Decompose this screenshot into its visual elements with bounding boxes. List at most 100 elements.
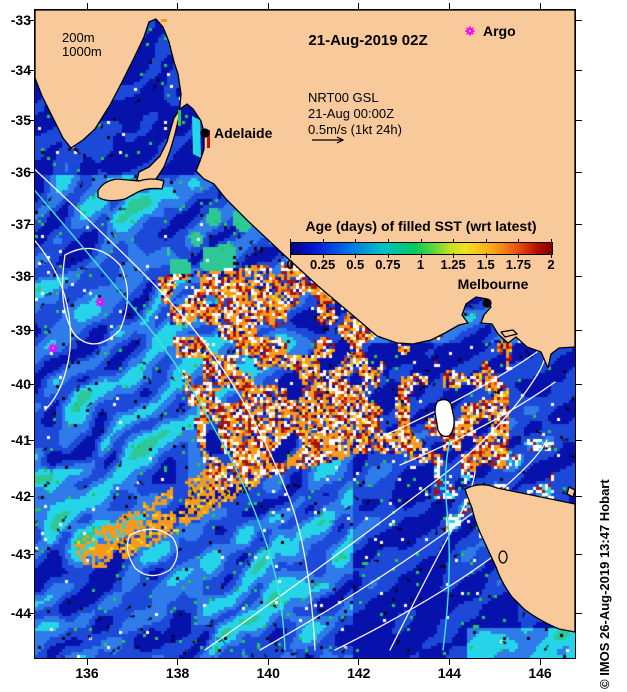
velocity-scale-arrow (312, 136, 345, 144)
y-tick-left (28, 19, 35, 21)
phillip-island (500, 329, 518, 338)
tasmania (464, 484, 575, 633)
y-tick-label: -43 (10, 546, 31, 562)
map-title: 21-Aug-2019 02Z (308, 32, 428, 49)
kangaroo-island (97, 178, 165, 202)
colorbar-tick-label: 1.75 (505, 257, 532, 272)
y-tick-right (575, 69, 582, 71)
colorbar-tick-label: 1.5 (476, 257, 495, 272)
colorbar-tick-mark (322, 239, 324, 243)
argo-float-marker (94, 296, 106, 308)
y-tick-right (575, 553, 582, 555)
colorbar-tick-mark (453, 239, 455, 243)
y-tick-left (28, 383, 35, 385)
colorbar-tick-mark (518, 253, 520, 258)
argo-legend-label: Argo (483, 23, 516, 39)
y-tick-right (575, 329, 582, 331)
adelaide-dot (200, 128, 210, 138)
colorbar-tick-label: 2 (547, 257, 555, 272)
hunter-island (498, 550, 508, 564)
colorbar-tick-mark (453, 253, 455, 258)
x-tick-top (177, 3, 179, 10)
y-tick-right (575, 612, 582, 614)
x-tick-label: 138 (165, 665, 190, 681)
y-tick-left (28, 612, 35, 614)
x-tick-label: 146 (528, 665, 552, 681)
colorbar-tick-mark (355, 253, 357, 258)
colorbar-tick-mark (420, 253, 422, 258)
isobath-1000m-label: 1000m (62, 44, 102, 59)
y-tick-right (575, 439, 582, 441)
colorbar-tick-mark (387, 239, 389, 243)
map-overlay (35, 10, 575, 651)
colorbar-tick-mark (485, 239, 487, 243)
colorbar-title: Age (days) of filled SST (wrt latest) (305, 218, 537, 234)
gsl-info-block: NRT00 GSL 21-Aug 00:00Z 0.5m/s (1kt 24h) (308, 90, 402, 138)
y-tick-right (575, 119, 582, 121)
city-label-melbourne: Melbourne (457, 276, 529, 292)
colorbar-tick-mark (355, 239, 357, 243)
colorbar-tick-mark (551, 239, 552, 243)
y-tick-left (28, 329, 35, 331)
y-tick-right (575, 223, 582, 225)
coastal-details (161, 19, 210, 148)
y-tick-label: -37 (10, 216, 31, 232)
y-tick-label: -33 (10, 12, 31, 28)
y-tick-left (28, 69, 35, 71)
y-tick-label: -35 (10, 112, 31, 128)
y-tick-label: -39 (10, 322, 31, 338)
y-tick-left (28, 439, 35, 441)
y-tick-right (575, 171, 582, 173)
colorbar-tick-label: 0.75 (375, 257, 401, 272)
colorbar-tick-mark (551, 253, 552, 258)
gsl-line3: 0.5m/s (1kt 24h) (308, 122, 402, 137)
x-tick-bottom (86, 658, 88, 665)
colorbar-tick-mark (322, 253, 324, 258)
colorbar-tick-mark (485, 253, 487, 258)
colorbar-tick-label: 0.25 (309, 257, 336, 272)
y-tick-left (28, 495, 35, 497)
y-tick-right (575, 275, 582, 277)
colorbar-tick-mark (518, 239, 520, 243)
y-tick-left (28, 119, 35, 121)
y-tick-label: -42 (10, 488, 31, 504)
colorbar-tick-label: 1 (416, 257, 425, 272)
y-tick-left (28, 223, 35, 225)
x-tick-label: 144 (437, 665, 462, 681)
city-label-adelaide: Adelaide (214, 125, 273, 141)
land-polygons (35, 10, 575, 633)
x-tick-bottom (539, 658, 541, 665)
x-tick-top (539, 3, 541, 10)
colorbar-tick-mark (420, 239, 422, 243)
y-tick-label: -40 (10, 376, 31, 392)
x-tick-label: 142 (347, 665, 371, 681)
isobath-1000m-sample-line (60, 59, 85, 61)
isobath-1000m-line (35, 189, 451, 651)
colorbar-tick-label: 0 (286, 257, 294, 272)
y-tick-right (575, 383, 582, 385)
x-tick-bottom (448, 658, 450, 665)
y-tick-right (575, 19, 582, 21)
x-tick-bottom (177, 658, 179, 665)
gsl-line1: NRT00 GSL (308, 90, 379, 105)
colorbar-tick-mark (290, 239, 291, 243)
bass-strait-islet (566, 486, 575, 498)
y-tick-label: -41 (10, 432, 31, 448)
colorbar-tick-mark (290, 253, 291, 258)
x-tick-top (448, 3, 450, 10)
x-tick-label: 136 (75, 665, 99, 681)
x-tick-bottom (267, 658, 269, 665)
melbourne-dot (482, 298, 492, 308)
y-tick-right (575, 495, 582, 497)
x-tick-label: 140 (256, 665, 280, 681)
colorbar (290, 242, 553, 255)
markers (47, 25, 492, 354)
y-tick-label: -38 (10, 268, 31, 284)
colorbar-tick-label: 0.5 (346, 257, 365, 272)
colorbar-tick-mark (387, 253, 389, 258)
gsl-line2: 21-Aug 00:00Z (308, 106, 395, 121)
y-tick-left (28, 553, 35, 555)
credit-text: © IMOS 26-Aug-2019 13:47 Hobart (597, 479, 612, 689)
y-tick-left (28, 171, 35, 173)
colorbar-tick-label: 1.25 (440, 257, 466, 272)
